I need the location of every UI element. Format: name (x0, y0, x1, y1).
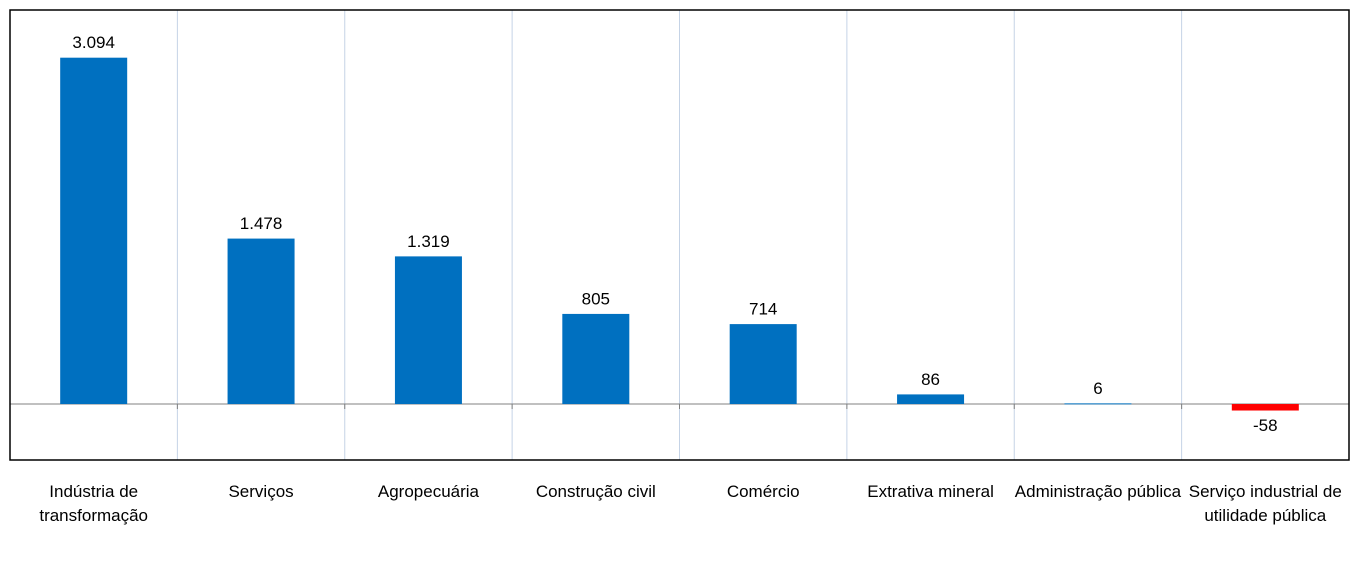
x-tick-label: Administração pública (1014, 482, 1182, 501)
data-label: -58 (1253, 416, 1278, 435)
data-label: 6 (1093, 379, 1102, 398)
bar (394, 256, 462, 405)
data-label: 714 (749, 300, 777, 319)
x-tick-label: Agropecuária (377, 482, 479, 501)
data-label: 1.478 (240, 214, 283, 233)
data-label: 86 (921, 370, 940, 389)
data-label: 3.094 (72, 33, 115, 52)
x-tick-label: Construção civil (535, 482, 656, 501)
bar (1064, 403, 1132, 405)
x-tick-label: Serviços (228, 482, 294, 501)
x-tick-label: Serviço industrial de utilidade pública (1188, 482, 1342, 525)
data-label: 805 (582, 289, 610, 308)
plot-border (9, 9, 1350, 461)
bar (1231, 404, 1299, 411)
bar (227, 238, 295, 405)
bar (729, 324, 797, 405)
bar (897, 394, 965, 405)
x-tick-label: Extrativa mineral (867, 482, 994, 501)
bar (562, 313, 630, 405)
x-tick-label: Indústria de transformação (39, 482, 149, 525)
bar (60, 57, 128, 405)
data-label: 1.319 (407, 232, 450, 251)
x-tick-label: Comércio (726, 482, 800, 501)
